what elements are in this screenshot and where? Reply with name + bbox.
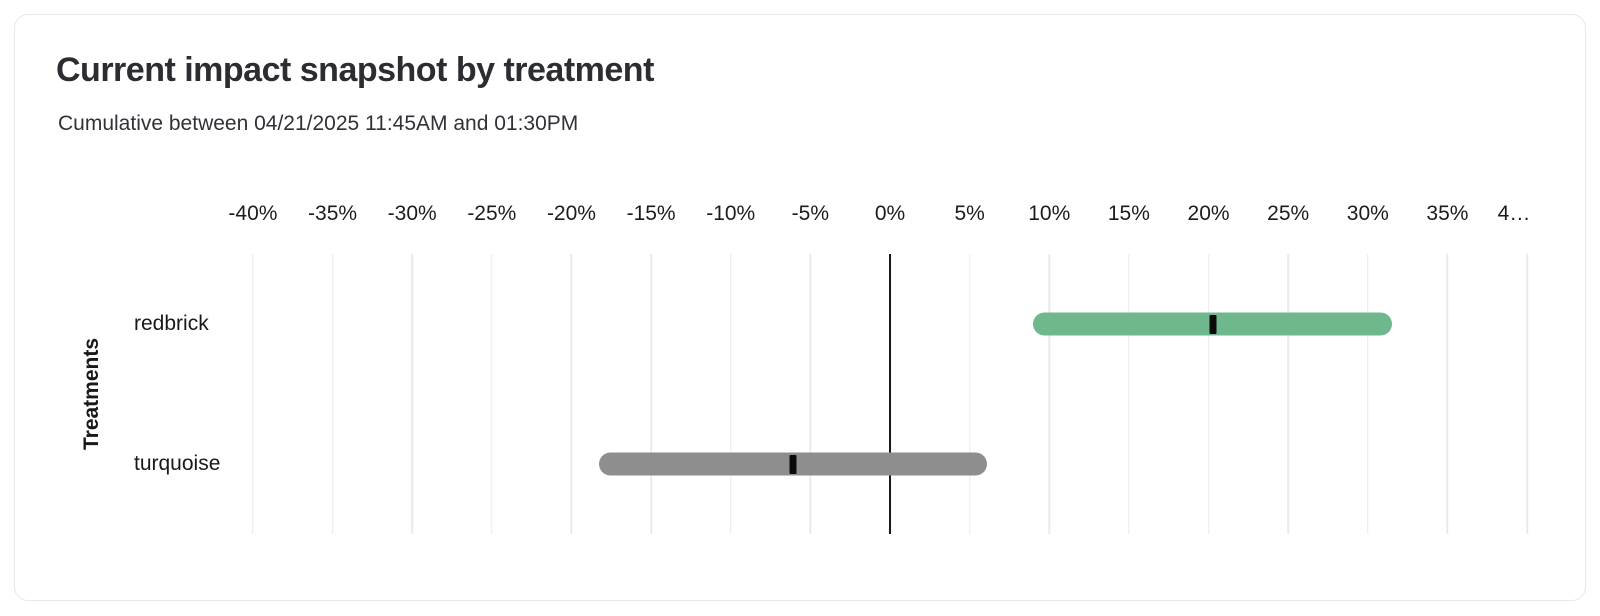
x-tick-label-5: -15%: [626, 202, 676, 225]
gridline--20: [570, 254, 573, 534]
gridline--25: [491, 254, 493, 534]
x-tick-label-14: 30%: [1346, 202, 1389, 225]
x-axis-tick-labels: -40% -35% -30% -25% -20% -15% -10% -5% 0% 5% 10% 15…: [228, 199, 1543, 229]
x-tick-label-9: 5%: [954, 202, 985, 225]
x-tick-label-0: -40%: [228, 202, 278, 225]
gridline--30: [411, 254, 413, 534]
x-tick-label-1: -35%: [308, 202, 358, 225]
x-tick-label-10: 10%: [1028, 202, 1071, 225]
x-tick-label-12: 20%: [1187, 202, 1230, 225]
x-tick-label-11: 15%: [1107, 202, 1150, 225]
page-title: Current impact snapshot by treatment: [56, 51, 654, 89]
x-tick-label-7: -5%: [791, 202, 830, 225]
chart-subtitle: Cumulative between 04/21/2025 11:45AM an…: [58, 112, 579, 135]
chart-card: Current impact snapshot by treatment Cum…: [14, 14, 1586, 601]
x-tick-label-4: -20%: [546, 202, 596, 225]
point-estimate-marker-redbrick: [1209, 314, 1217, 334]
gridline-40: [1526, 254, 1528, 534]
zero-line: [889, 254, 891, 534]
gridline-5: [968, 254, 971, 534]
y-axis-title: Treatments: [75, 254, 109, 534]
x-tick-label-6: -10%: [706, 202, 756, 225]
x-tick-label-3: -25%: [467, 202, 517, 225]
x-tick-label-8: 0%: [874, 202, 906, 225]
gridline-15: [1128, 254, 1130, 534]
x-tick-label-15: 35%: [1426, 202, 1469, 225]
point-estimate-marker-turquoise: [789, 454, 797, 474]
gridline--5: [809, 254, 812, 534]
category-label-turquoise: turquoise: [134, 452, 221, 475]
gridline-20: [1207, 254, 1210, 534]
gridline-35: [1446, 254, 1449, 534]
x-tick-label-13: 25%: [1267, 202, 1310, 225]
gridline-30: [1367, 254, 1369, 534]
interval-bar-turquoise[interactable]: [598, 452, 988, 476]
category-labels: redbrick turquoise: [134, 254, 234, 534]
gridline--15: [650, 254, 652, 534]
gridline-25: [1287, 254, 1289, 534]
gridline--35: [331, 254, 334, 534]
x-tick-label-16: 4…: [1497, 202, 1531, 225]
category-label-redbrick: redbrick: [134, 312, 209, 335]
gridline--40: [252, 254, 254, 534]
x-tick-label-2: -30%: [387, 202, 437, 225]
gridline--10: [729, 254, 732, 534]
interval-bar-redbrick[interactable]: [1033, 312, 1392, 336]
plot-area: [237, 254, 1543, 534]
gridline-10: [1048, 254, 1051, 534]
y-axis-title-text: Treatments: [80, 337, 104, 451]
